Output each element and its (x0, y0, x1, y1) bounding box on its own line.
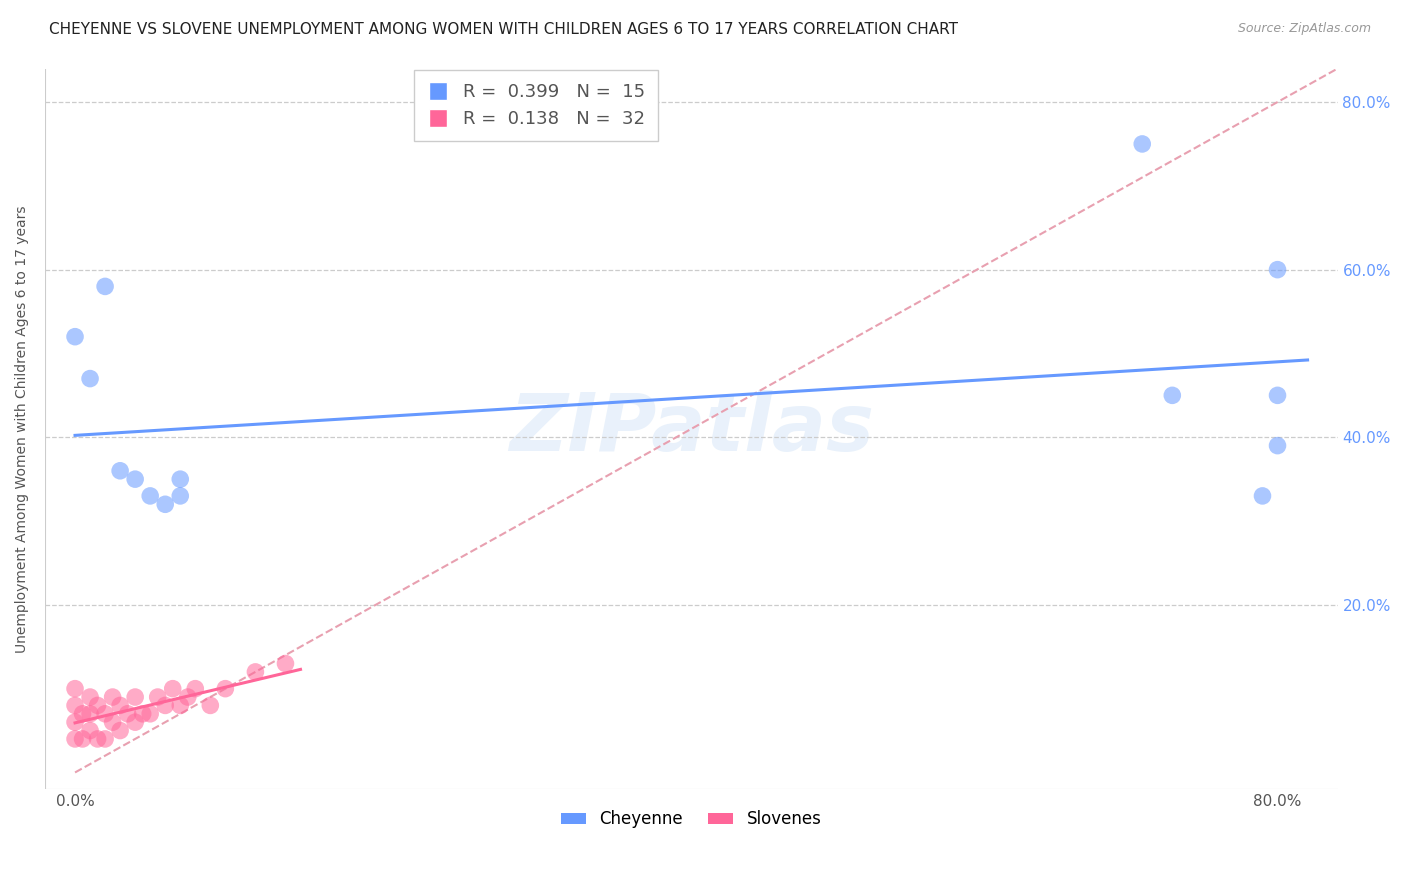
Point (101, 715, 124, 730)
Point (86, 731, 108, 746)
Point (177, 690, 200, 704)
Text: CHEYENNE VS SLOVENE UNEMPLOYMENT AMONG WOMEN WITH CHILDREN AGES 6 TO 17 YEARS CO: CHEYENNE VS SLOVENE UNEMPLOYMENT AMONG W… (49, 22, 959, 37)
Point (63, 698, 86, 713)
Point (124, 472, 146, 486)
Point (117, 706, 139, 721)
Point (131, 706, 153, 721)
Point (146, 690, 169, 704)
Point (63, 715, 86, 730)
Point (274, 657, 297, 671)
Point (94, 706, 117, 721)
Point (1267, 262, 1289, 277)
Point (155, 698, 177, 713)
Point (94, 731, 117, 746)
Point (63, 681, 86, 696)
Point (1161, 388, 1184, 402)
Point (1251, 489, 1274, 503)
Text: ZIPatlas: ZIPatlas (509, 390, 873, 468)
Point (139, 706, 162, 721)
Point (79, 371, 101, 385)
Point (79, 723, 101, 738)
Point (63, 329, 86, 343)
Point (169, 472, 191, 486)
Point (155, 497, 177, 511)
Point (108, 723, 131, 738)
Point (200, 698, 222, 713)
Point (94, 279, 117, 293)
Point (1130, 136, 1153, 151)
Point (63, 731, 86, 746)
Point (72, 706, 94, 721)
Point (139, 489, 162, 503)
Point (245, 665, 267, 679)
Point (101, 690, 124, 704)
Point (162, 681, 184, 696)
Point (124, 690, 146, 704)
Point (108, 698, 131, 713)
Point (124, 715, 146, 730)
Point (1267, 388, 1289, 402)
Y-axis label: Unemployment Among Women with Children Ages 6 to 17 years: Unemployment Among Women with Children A… (15, 205, 30, 653)
Point (214, 681, 236, 696)
Point (86, 698, 108, 713)
Legend: Cheyenne, Slovenes: Cheyenne, Slovenes (554, 804, 828, 835)
Point (169, 698, 191, 713)
Point (1267, 439, 1289, 453)
Point (72, 731, 94, 746)
Point (108, 464, 131, 478)
Point (184, 681, 207, 696)
Point (169, 489, 191, 503)
Point (79, 706, 101, 721)
Text: Source: ZipAtlas.com: Source: ZipAtlas.com (1237, 22, 1371, 36)
Point (79, 690, 101, 704)
